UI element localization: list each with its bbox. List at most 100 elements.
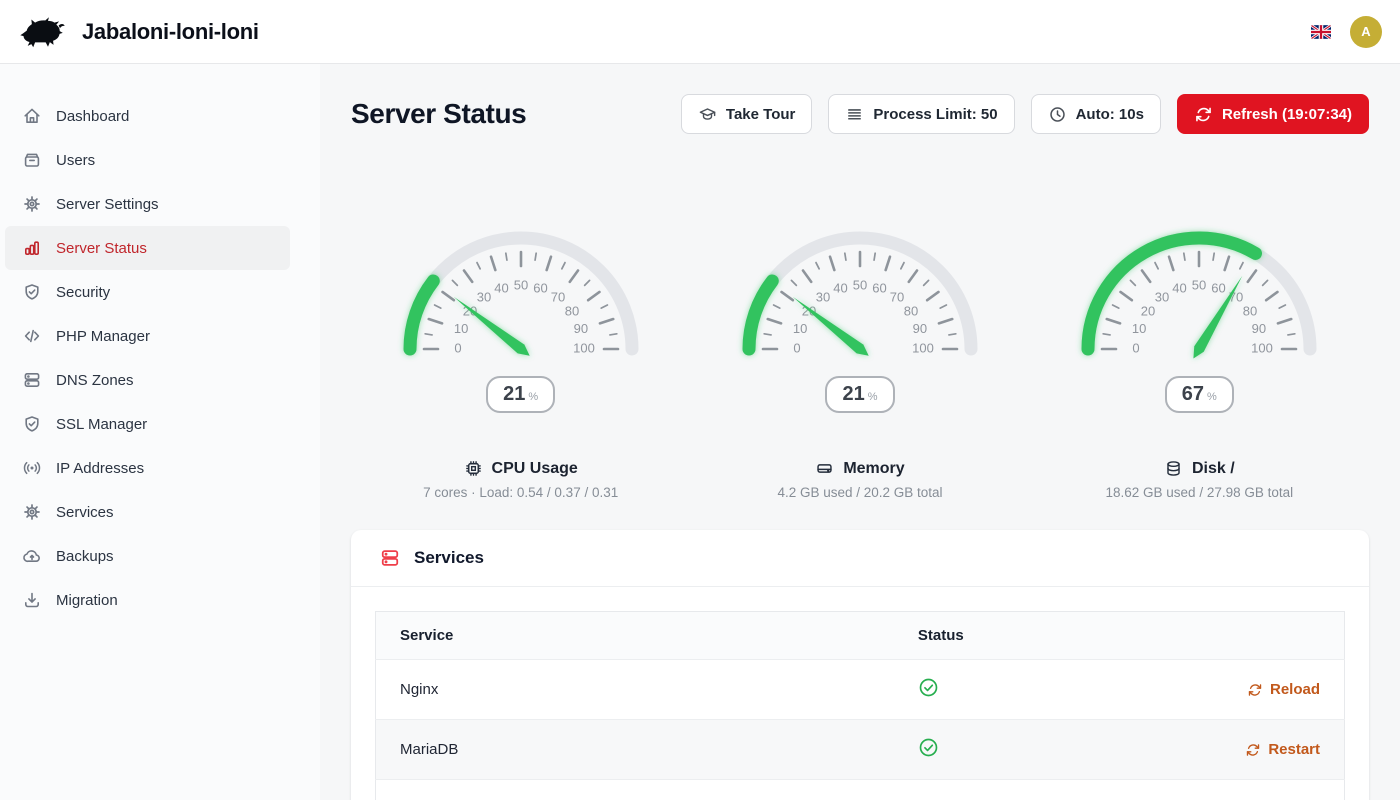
- check-circle-icon: [918, 677, 939, 698]
- refresh-icon: [1247, 682, 1263, 698]
- shield-check-icon: [22, 414, 42, 434]
- topbar-right: A: [1311, 15, 1382, 48]
- svg-text:30: 30: [816, 289, 830, 304]
- sidebar-item-server-status[interactable]: Server Status: [5, 226, 290, 270]
- sidebar-item-label: PHP Manager: [56, 327, 150, 345]
- tour-icon: [698, 105, 717, 124]
- brand-title: Jabaloni-loni-loni: [82, 18, 259, 44]
- svg-text:70: 70: [550, 289, 564, 304]
- avatar[interactable]: A: [1350, 15, 1382, 48]
- sidebar-item-server-settings[interactable]: Server Settings: [5, 182, 290, 226]
- sidebar-item-label: Users: [56, 151, 96, 169]
- gauge-value-badge: 67 %: [1164, 376, 1234, 413]
- main-content: Server Status Take Tour Process Limit: 5…: [320, 64, 1400, 800]
- service-name: MariaDB: [375, 719, 894, 780]
- refresh-19-07-34-button[interactable]: Refresh (19:07:34): [1176, 94, 1369, 134]
- refresh-icon: [1245, 742, 1261, 758]
- gauge-value-badge: 21 %: [486, 376, 556, 413]
- gauge-unit: %: [867, 391, 878, 403]
- table-header-row: Service Status: [375, 611, 1345, 660]
- page-title: Server Status: [351, 98, 527, 129]
- reload-button[interactable]: Reload: [1247, 681, 1320, 698]
- services-title: Services: [414, 548, 484, 567]
- process-limit-50-button[interactable]: Process Limit: 50: [828, 94, 1015, 134]
- gauge-value: 21: [503, 383, 526, 405]
- broadcast-icon: [22, 458, 42, 478]
- sidebar-item-label: Server Status: [56, 239, 147, 257]
- gauge: 0 10 20 30 40 50 60 70 80 90 100 67 % Disk / 18.62…: [1030, 218, 1369, 500]
- gear-icon: [22, 194, 42, 214]
- sidebar-item-backups[interactable]: Backups: [5, 534, 290, 578]
- sidebar-item-label: Services: [56, 503, 114, 521]
- svg-text:30: 30: [1155, 289, 1169, 304]
- svg-text:20: 20: [1141, 303, 1155, 318]
- home-icon: [22, 106, 42, 126]
- archive-box-icon: [22, 150, 42, 170]
- sidebar-item-services[interactable]: Services: [5, 490, 290, 534]
- sidebar-item-security[interactable]: Security: [5, 270, 290, 314]
- sidebar-item-users[interactable]: Users: [5, 138, 290, 182]
- brand: Jabaloni-loni-loni: [18, 13, 259, 51]
- uk-flag-icon[interactable]: [1311, 24, 1331, 39]
- table-row: Nginx Reload: [375, 659, 1345, 720]
- status-badge: [918, 677, 939, 702]
- sidebar-item-php-manager[interactable]: PHP Manager: [5, 314, 290, 358]
- take-tour-button[interactable]: Take Tour: [680, 94, 813, 134]
- svg-text:40: 40: [1173, 281, 1187, 296]
- services-card-header: Services: [351, 530, 1369, 587]
- sidebar-item-label: Server Settings: [56, 195, 159, 213]
- svg-text:60: 60: [872, 281, 886, 296]
- gauge-title: Memory: [843, 459, 905, 477]
- server-stack-icon: [379, 547, 401, 569]
- svg-text:50: 50: [853, 277, 867, 292]
- svg-text:10: 10: [1132, 321, 1146, 336]
- svg-text:90: 90: [1252, 321, 1266, 336]
- svg-text:70: 70: [890, 289, 904, 304]
- boar-logo-icon: [18, 13, 66, 51]
- svg-text:60: 60: [533, 281, 547, 296]
- svg-text:100: 100: [912, 340, 934, 355]
- svg-text:50: 50: [1192, 277, 1206, 292]
- svg-text:90: 90: [913, 321, 927, 336]
- cpu-chip-icon: [464, 459, 483, 478]
- svg-text:40: 40: [494, 281, 508, 296]
- restart-button[interactable]: Restart: [1245, 741, 1320, 758]
- bar-chart-icon: [22, 238, 42, 258]
- svg-text:30: 30: [476, 289, 490, 304]
- svg-text:100: 100: [573, 340, 595, 355]
- column-header-service: Service: [375, 611, 894, 660]
- gauge-title: Disk /: [1191, 459, 1235, 477]
- gauge-title: CPU Usage: [491, 459, 578, 477]
- gauge-unit: %: [1207, 391, 1217, 403]
- sidebar-item-dns-zones[interactable]: DNS Zones: [5, 358, 290, 402]
- gauge-unit: %: [528, 391, 539, 403]
- svg-text:10: 10: [454, 321, 468, 336]
- gauge-value: 21: [842, 383, 865, 405]
- column-header-status: Status: [893, 611, 1345, 660]
- gauge-value-badge: 21 %: [825, 376, 895, 413]
- gauge-subtitle: 18.62 GB used / 27.98 GB total: [1105, 485, 1294, 500]
- check-circle-icon: [918, 737, 939, 758]
- table-row: MariaDB Restart: [375, 719, 1345, 780]
- gauge-subtitle: 7 cores · Load: 0.54 / 0.37 / 0.31: [423, 485, 619, 500]
- svg-text:40: 40: [833, 281, 847, 296]
- server-stack-icon: [22, 370, 42, 390]
- svg-text:100: 100: [1251, 340, 1273, 355]
- svg-text:0: 0: [454, 340, 461, 355]
- svg-text:90: 90: [573, 321, 587, 336]
- auto-10s-button[interactable]: Auto: 10s: [1030, 94, 1161, 134]
- svg-text:80: 80: [564, 303, 578, 318]
- sidebar-item-ip-addresses[interactable]: IP Addresses: [5, 446, 290, 490]
- sidebar-item-dashboard[interactable]: Dashboard: [5, 94, 290, 138]
- sidebar-item-label: Security: [56, 283, 111, 301]
- status-badge: [918, 737, 939, 762]
- service-name: Nginx: [375, 659, 894, 720]
- sidebar-item-ssl-manager[interactable]: SSL Manager: [5, 402, 290, 446]
- sidebar-item-label: SSL Manager: [56, 415, 148, 433]
- gauge-value: 67: [1181, 383, 1205, 405]
- sidebar-item-migration[interactable]: Migration: [5, 578, 290, 622]
